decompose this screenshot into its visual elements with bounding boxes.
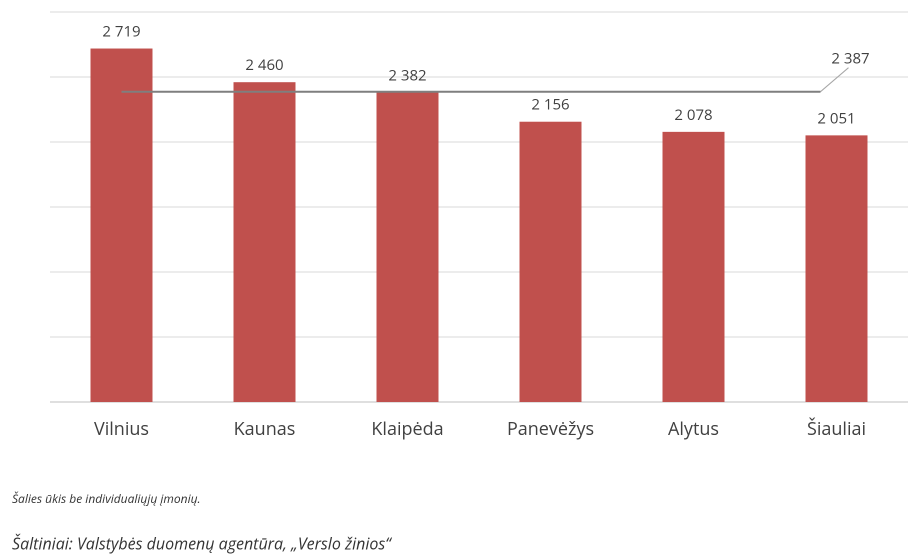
source-note: Šaltiniai: Valstybės duomenų agentūra, „… xyxy=(12,532,392,554)
value-label: 2 078 xyxy=(674,105,712,125)
footnote: Šalies ūkis be individualiųjų įmonių. xyxy=(12,490,201,507)
x-tick-label: Alytus xyxy=(668,417,719,441)
x-tick-label: Kaunas xyxy=(234,417,296,441)
bar xyxy=(376,92,439,402)
reference-label: 2 387 xyxy=(831,49,869,69)
bar xyxy=(90,48,153,402)
bar xyxy=(519,121,582,402)
value-label: 2 719 xyxy=(102,22,140,42)
value-label: 2 156 xyxy=(531,95,569,115)
bar xyxy=(233,82,296,402)
x-tick-label: Šiauliai xyxy=(807,417,866,441)
x-tick-label: Klaipėda xyxy=(371,417,443,441)
x-tick-label: Vilnius xyxy=(94,417,149,441)
value-label: 2 382 xyxy=(388,65,426,85)
leader-line xyxy=(820,67,849,93)
value-label: 2 460 xyxy=(245,55,283,75)
x-tick-label: Panevėžys xyxy=(507,417,594,441)
value-label: 2 051 xyxy=(817,108,855,128)
bar xyxy=(805,135,868,402)
bar xyxy=(662,131,725,403)
